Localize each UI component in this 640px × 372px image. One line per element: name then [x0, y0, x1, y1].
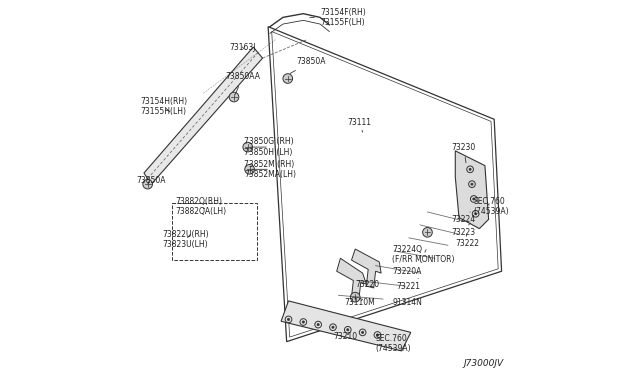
Circle shape — [287, 318, 290, 321]
Circle shape — [474, 213, 477, 215]
Text: J73000JV: J73000JV — [463, 359, 504, 368]
Text: 73222: 73222 — [455, 234, 479, 248]
Text: 73850G (RH)
73850H (LH): 73850G (RH) 73850H (LH) — [244, 137, 294, 157]
Circle shape — [283, 74, 292, 83]
Text: SEC.760
(74539A): SEC.760 (74539A) — [376, 334, 412, 353]
Circle shape — [362, 331, 364, 334]
Text: 73850A: 73850A — [290, 57, 325, 73]
Text: 73154H(RH)
73155H(LH): 73154H(RH) 73155H(LH) — [140, 97, 188, 116]
Polygon shape — [281, 301, 411, 351]
Circle shape — [471, 183, 473, 185]
Text: 73110M: 73110M — [344, 298, 375, 307]
Text: 91314N: 91314N — [392, 298, 422, 307]
Circle shape — [469, 168, 471, 170]
Text: 73224: 73224 — [452, 212, 476, 224]
Circle shape — [143, 179, 152, 189]
Text: 73163J: 73163J — [229, 42, 256, 51]
Text: 73850A: 73850A — [136, 176, 166, 185]
Text: 73850AA: 73850AA — [225, 72, 260, 94]
Circle shape — [473, 198, 475, 200]
Text: SEC.760
(74539A): SEC.760 (74539A) — [474, 197, 509, 216]
Text: 73223: 73223 — [452, 223, 476, 237]
Circle shape — [243, 142, 253, 152]
Polygon shape — [351, 249, 381, 288]
Circle shape — [350, 292, 360, 302]
Text: 73220A: 73220A — [392, 262, 422, 276]
Circle shape — [302, 321, 305, 323]
Text: 73822U(RH)
73823U(LH): 73822U(RH) 73823U(LH) — [163, 230, 209, 250]
Text: 73852M (RH)
73852MA(LH): 73852M (RH) 73852MA(LH) — [244, 160, 296, 179]
Circle shape — [229, 92, 239, 102]
Polygon shape — [144, 47, 262, 184]
Circle shape — [422, 228, 432, 237]
Text: 73111: 73111 — [348, 119, 372, 132]
Text: 73224Q
(F/RR MONITOR): 73224Q (F/RR MONITOR) — [392, 245, 455, 264]
Text: 73220: 73220 — [355, 280, 380, 289]
Circle shape — [376, 334, 378, 336]
Text: 73154F(RH)
73155F(LH): 73154F(RH) 73155F(LH) — [310, 8, 365, 27]
Polygon shape — [337, 258, 366, 299]
Circle shape — [332, 326, 334, 328]
Circle shape — [347, 329, 349, 331]
Text: 73221: 73221 — [396, 279, 420, 291]
Polygon shape — [455, 151, 488, 229]
Circle shape — [244, 164, 255, 174]
Text: 73210: 73210 — [333, 331, 357, 341]
Text: 73230: 73230 — [452, 142, 476, 163]
Circle shape — [317, 324, 319, 326]
Text: 73882Q(RH)
73882QA(LH): 73882Q(RH) 73882QA(LH) — [175, 197, 227, 216]
